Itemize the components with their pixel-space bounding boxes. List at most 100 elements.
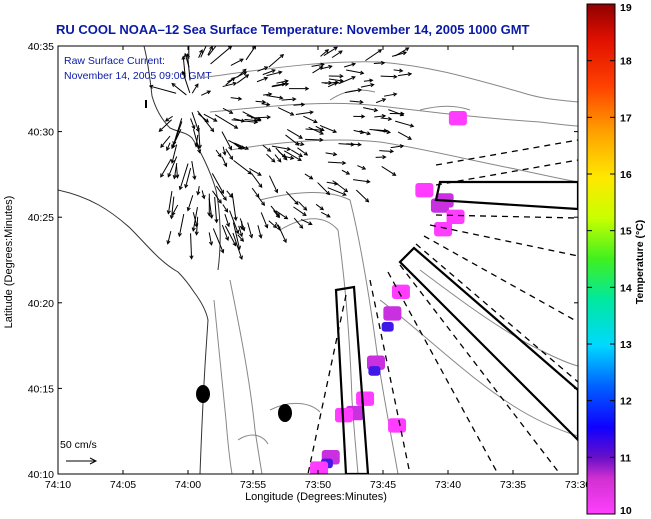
current-vector	[171, 144, 178, 163]
current-vector-head	[383, 128, 389, 133]
sst-patch	[448, 111, 467, 126]
current-vector	[281, 98, 296, 101]
current-vector	[269, 175, 278, 193]
current-vector	[227, 71, 247, 83]
polygon-south	[334, 285, 370, 474]
current-vector	[160, 158, 172, 178]
current-vector	[328, 78, 344, 82]
current-vector-head	[303, 151, 309, 156]
colorbar	[586, 3, 616, 515]
current-vectors	[145, 46, 415, 261]
current-vector	[277, 107, 294, 116]
current-vector-head	[294, 200, 299, 206]
current-vector-head	[271, 158, 276, 163]
current-vector	[321, 65, 332, 70]
colorbar-tick-label: 14	[620, 282, 632, 294]
current-vector-head	[194, 231, 199, 236]
current-vector-head	[170, 159, 175, 164]
y-tick-label: 40:15	[28, 383, 54, 395]
current-vector-head	[320, 127, 325, 132]
current-vector	[346, 143, 361, 146]
sst-patch	[381, 321, 394, 332]
current-vector	[297, 147, 308, 156]
current-vector-head	[284, 79, 289, 84]
current-vector	[192, 212, 198, 227]
current-vector-head	[169, 214, 174, 220]
current-vector	[323, 46, 338, 56]
current-vector	[268, 54, 284, 68]
current-vector-head	[263, 66, 269, 71]
colorbar-tick-label: 18	[620, 56, 632, 68]
dashed-beams	[307, 139, 578, 474]
current-vector-head	[326, 213, 331, 218]
current-vector-head	[309, 110, 314, 115]
current-vector	[242, 111, 261, 122]
current-vector	[215, 149, 222, 158]
y-tick-label: 40:30	[28, 127, 54, 139]
current-vector	[266, 71, 282, 77]
current-vector-head	[258, 183, 263, 188]
y-tick-label: 40:35	[28, 41, 54, 53]
current-vector	[278, 151, 286, 158]
colorbar-tick-label: 15	[620, 226, 632, 238]
sst-patch	[446, 209, 465, 225]
current-vector-head	[387, 116, 393, 121]
current-vector	[221, 156, 227, 167]
current-vector-head	[192, 175, 197, 181]
y-axis-label: Latitude (Degrees:Minutes)	[3, 196, 15, 329]
current-vector-head	[319, 206, 325, 211]
current-vector-head	[209, 46, 213, 51]
current-vector-head	[342, 191, 347, 196]
scale-arrow-head	[89, 457, 98, 465]
current-vector-head	[389, 149, 395, 154]
site-marker-2	[278, 404, 292, 422]
current-vector	[231, 192, 237, 221]
current-vector-head	[399, 68, 404, 73]
current-vector-head	[264, 224, 269, 229]
current-vector	[221, 224, 229, 241]
x-axis-label: Longitude (Degrees:Minutes)	[245, 491, 387, 503]
current-vector	[270, 205, 280, 217]
current-vector	[233, 117, 245, 122]
x-tick-label: 73:40	[435, 479, 461, 491]
current-vector	[327, 161, 346, 164]
current-vector-head	[369, 78, 374, 83]
current-vector	[262, 144, 271, 152]
current-vector	[232, 232, 243, 260]
current-vector-head	[405, 47, 410, 52]
y-tick-label: 40:25	[28, 212, 54, 224]
current-vector	[191, 83, 199, 94]
current-vector	[160, 135, 171, 148]
sst-patch	[391, 284, 410, 300]
current-vector	[256, 77, 268, 83]
current-vector	[272, 83, 286, 87]
current-vector	[255, 100, 266, 103]
x-tick-label: 73:50	[305, 479, 331, 491]
current-vector	[346, 69, 364, 74]
current-vector-head	[272, 224, 278, 229]
current-vector-head	[274, 188, 279, 194]
current-vector-head	[300, 141, 305, 147]
y-tick-label: 40:10	[28, 469, 54, 481]
colorbar-tick-label: 16	[620, 169, 632, 181]
current-vector	[379, 150, 394, 152]
current-vector	[257, 66, 268, 72]
x-tick-label: 73:30	[565, 479, 591, 491]
current-vector-head	[393, 74, 398, 79]
current-vector	[327, 187, 347, 196]
current-vector-head	[377, 49, 383, 54]
current-vector-head	[275, 213, 280, 219]
current-vector-head	[175, 174, 180, 179]
current-vector	[275, 221, 281, 231]
current-vector-head	[214, 218, 219, 224]
current-vector	[353, 129, 364, 134]
current-vector	[374, 115, 386, 118]
current-vector	[300, 219, 312, 225]
current-vector	[325, 152, 337, 156]
current-vector-head	[282, 153, 287, 158]
current-vector	[173, 118, 183, 145]
current-vector	[380, 75, 397, 78]
current-vector	[230, 97, 242, 100]
current-vector-head	[357, 142, 362, 147]
current-vector-head	[267, 147, 272, 152]
